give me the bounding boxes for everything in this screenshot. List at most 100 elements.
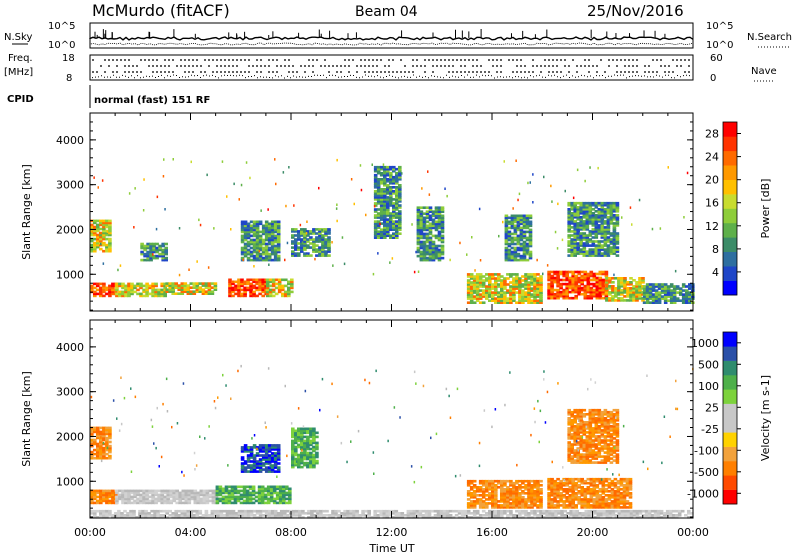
data-cell	[383, 182, 387, 185]
data-cell	[102, 499, 106, 503]
data-cell	[513, 256, 518, 260]
nsky-label: N.Sky	[4, 32, 32, 43]
data-cell	[312, 445, 316, 449]
data-cell	[582, 427, 587, 430]
data-cell	[585, 226, 590, 229]
data-cell	[187, 499, 192, 503]
data-cell	[246, 236, 251, 240]
data-cell	[528, 240, 533, 244]
data-cell	[515, 498, 519, 501]
data-cell	[373, 224, 378, 227]
data-cell	[606, 246, 611, 249]
data-cell	[638, 295, 642, 298]
data-cell	[139, 495, 143, 499]
data-cell	[379, 230, 384, 233]
data-cell	[297, 459, 301, 463]
data-cell	[434, 212, 439, 215]
data-cell	[171, 292, 175, 295]
data-cell	[525, 238, 530, 242]
data-cell	[513, 216, 518, 220]
data-cell	[261, 238, 266, 242]
data-cell	[567, 410, 571, 414]
data-cell	[503, 500, 507, 503]
data-cell	[592, 486, 597, 489]
data-cell	[303, 447, 307, 451]
data-cell	[513, 258, 518, 262]
data-cell	[685, 285, 689, 288]
data-cell	[522, 256, 527, 260]
data-cell	[475, 500, 480, 503]
data-cell	[580, 479, 584, 483]
data-speck	[353, 202, 355, 206]
data-cell	[606, 443, 611, 446]
data-cell	[485, 289, 489, 292]
data-cell	[597, 210, 602, 213]
data-cell	[594, 224, 599, 227]
data-cell	[519, 232, 524, 236]
data-cell	[475, 291, 480, 294]
data-cell	[249, 226, 254, 230]
data-cell	[389, 167, 393, 171]
data-cell	[115, 292, 119, 296]
data-cell	[124, 292, 128, 296]
data-cell	[559, 272, 563, 276]
data-cell	[276, 222, 281, 226]
data-cell	[273, 228, 278, 232]
data-cell	[485, 297, 489, 300]
data-cell	[272, 497, 277, 501]
data-cell	[267, 446, 272, 449]
data-cell	[275, 495, 280, 499]
data-cell	[383, 224, 387, 227]
data-cell	[573, 410, 577, 414]
data-cell	[264, 458, 269, 461]
data-cell	[585, 234, 590, 237]
data-cell	[425, 206, 430, 209]
data-cell	[609, 461, 614, 464]
data-cell	[576, 447, 580, 450]
data-cell	[267, 258, 272, 262]
data-cell	[568, 282, 572, 286]
data-speck	[527, 181, 529, 185]
data-cell	[251, 491, 256, 495]
data-cell	[183, 286, 188, 289]
data-cell	[431, 220, 436, 224]
data-cell	[597, 244, 602, 247]
colorbar-segment	[723, 194, 737, 209]
data-cell	[571, 492, 575, 495]
data-cell	[255, 258, 260, 262]
data-speck	[152, 253, 154, 256]
data-cell	[258, 444, 263, 447]
data-cell	[488, 291, 492, 294]
data-cell	[264, 258, 269, 262]
data-cell	[297, 427, 301, 431]
data-cell	[466, 287, 471, 290]
data-cell	[589, 488, 594, 491]
data-cell	[645, 287, 650, 290]
data-cell	[99, 512, 103, 515]
data-cell	[518, 295, 522, 298]
data-speck	[199, 223, 202, 227]
data-cell	[255, 232, 260, 236]
data-cell	[174, 284, 178, 287]
data-cell	[594, 443, 599, 446]
data-cell	[258, 454, 263, 457]
data-cell	[565, 504, 569, 507]
data-cell	[672, 293, 677, 296]
data-cell	[166, 495, 170, 499]
data-cell	[90, 239, 94, 243]
data-cell	[267, 460, 272, 463]
data-cell	[577, 286, 581, 290]
data-cell	[515, 281, 519, 284]
data-cell	[512, 488, 516, 491]
data-cell	[240, 458, 245, 461]
data-cell	[681, 297, 686, 300]
data-cell	[610, 488, 615, 491]
data-cell	[324, 250, 328, 253]
data-cell	[207, 292, 212, 295]
data-cell	[434, 206, 439, 209]
data-cell	[255, 454, 260, 457]
data-cell	[114, 516, 118, 519]
data-speck	[428, 193, 431, 196]
data-cell	[527, 285, 531, 288]
data-cell	[389, 222, 393, 225]
